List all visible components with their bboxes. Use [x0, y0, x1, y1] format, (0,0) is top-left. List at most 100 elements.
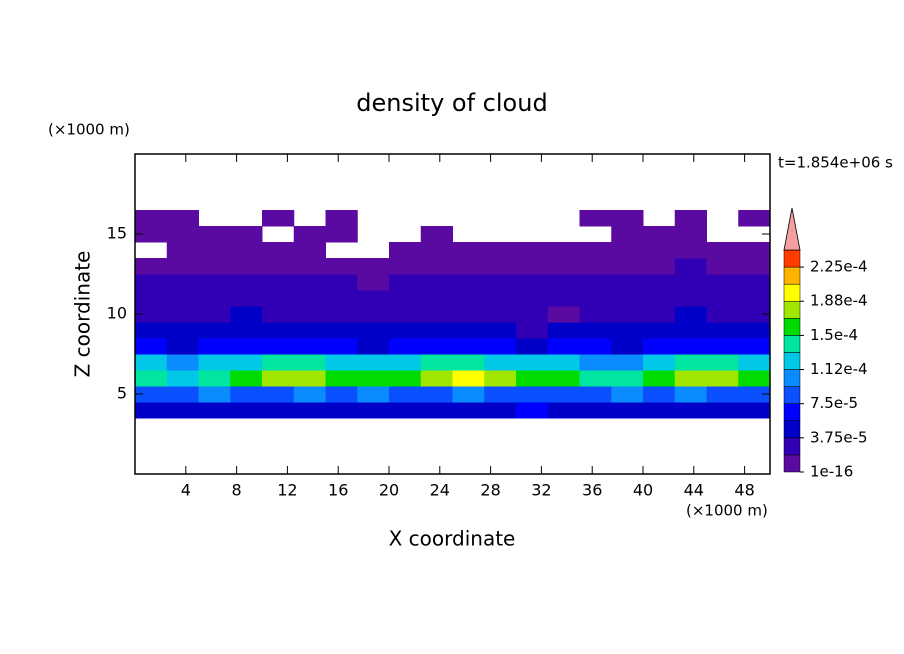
contour-cell	[516, 242, 549, 259]
contour-cell	[357, 354, 390, 371]
contour-cell	[135, 258, 168, 275]
contour-cell	[166, 402, 199, 419]
contour-cell	[420, 242, 453, 259]
contour-cell	[420, 370, 453, 387]
contour-cell	[674, 370, 707, 387]
contour-cell	[579, 258, 612, 275]
contour-cell	[579, 386, 612, 403]
contour-cell	[516, 290, 549, 307]
contour-cell	[452, 290, 485, 307]
contour-cell	[547, 306, 580, 323]
colorbar-tick-label: 1e-16	[810, 463, 853, 481]
x-tick-label: 48	[734, 481, 754, 500]
contour-cell	[420, 322, 453, 339]
contour-cell	[262, 290, 295, 307]
colorbar-box	[783, 318, 801, 336]
contour-cell	[643, 226, 676, 243]
contour-cell	[452, 386, 485, 403]
contour-cell	[166, 290, 199, 307]
contour-cell	[547, 338, 580, 355]
contour-cell	[166, 258, 199, 275]
contour-cell	[135, 322, 168, 339]
contour-cell	[643, 322, 676, 339]
colorbar-tick-label: 1.12e-4	[810, 360, 868, 378]
contour-cell	[389, 402, 422, 419]
contour-cell	[230, 226, 263, 243]
contour-cell	[293, 354, 326, 371]
contour-cell	[452, 370, 485, 387]
colorbar-box	[783, 454, 801, 473]
contour-cell	[198, 258, 231, 275]
contour-cell	[579, 306, 612, 323]
contour-cell	[516, 354, 549, 371]
contour-cell	[135, 306, 168, 323]
contour-cell	[230, 290, 263, 307]
contour-cell	[484, 386, 517, 403]
contour-cell	[293, 242, 326, 259]
contour-cell	[166, 338, 199, 355]
contour-cell	[198, 242, 231, 259]
colorbar-box	[783, 420, 801, 439]
contour-cell	[452, 242, 485, 259]
contour-cell	[135, 210, 168, 227]
contour-cell	[706, 258, 739, 275]
contour-cell	[643, 290, 676, 307]
contour-cell	[166, 370, 199, 387]
contour-cell	[357, 402, 390, 419]
contour-cell	[706, 274, 739, 291]
contour-cell	[357, 274, 390, 291]
contour-cell	[420, 274, 453, 291]
colorbar-box	[783, 300, 801, 319]
contour-cell	[198, 354, 231, 371]
contour-cell	[738, 210, 771, 227]
contour-cell	[452, 354, 485, 371]
contour-cell	[230, 354, 263, 371]
contour-cell	[262, 258, 295, 275]
contour-cell	[738, 354, 771, 371]
contour-cell	[547, 402, 580, 419]
contour-cell	[484, 322, 517, 339]
x-tick-label: 36	[582, 481, 602, 500]
colorbar-box	[783, 249, 801, 268]
contour-cell	[198, 306, 231, 323]
contour-cell	[357, 258, 390, 275]
contour-cell	[611, 274, 644, 291]
contour-cell	[611, 386, 644, 403]
contour-cell	[293, 258, 326, 275]
contour-cell	[420, 338, 453, 355]
contour-cell	[262, 338, 295, 355]
contour-cell	[579, 274, 612, 291]
contour-cell	[738, 370, 771, 387]
contour-cell	[579, 242, 612, 259]
y-axis-label: Z coordinate	[71, 251, 95, 378]
contour-cell	[706, 290, 739, 307]
contour-cell	[357, 370, 390, 387]
contour-cell	[579, 290, 612, 307]
contour-cell	[674, 386, 707, 403]
x-tick-label: 20	[379, 481, 399, 500]
contour-cell	[674, 322, 707, 339]
contour-cell	[198, 338, 231, 355]
contour-cell	[738, 258, 771, 275]
contour-cell	[389, 242, 422, 259]
x-tick-label: 32	[531, 481, 551, 500]
contour-cell	[262, 274, 295, 291]
contour-cell	[706, 370, 739, 387]
contour-cell	[420, 226, 453, 243]
contour-cell	[706, 338, 739, 355]
contour-cell	[674, 338, 707, 355]
contour-cell	[706, 386, 739, 403]
contour-cell	[230, 322, 263, 339]
contour-cell	[293, 370, 326, 387]
contour-cell	[579, 210, 612, 227]
contour-cell	[643, 274, 676, 291]
contour-cell	[611, 338, 644, 355]
contour-cell	[357, 386, 390, 403]
contour-cell	[484, 290, 517, 307]
x-tick-label: 28	[480, 481, 500, 500]
x-unit: (×1000 m)	[686, 502, 768, 520]
contour-cell	[230, 386, 263, 403]
contour-cell	[166, 242, 199, 259]
contour-cell	[516, 322, 549, 339]
